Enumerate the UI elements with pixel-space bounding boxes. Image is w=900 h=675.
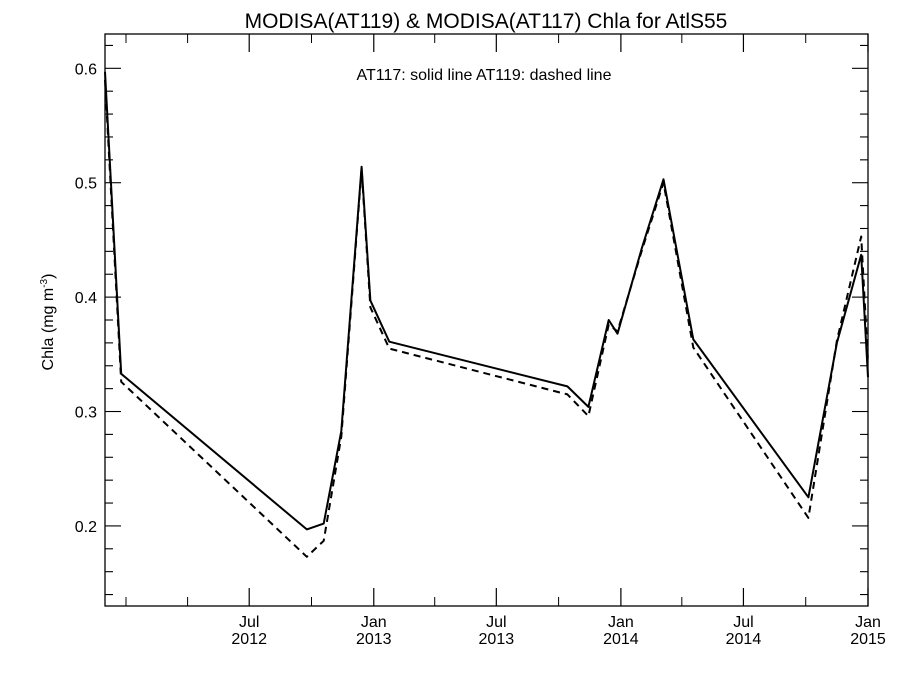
x-tick-label-year: 2015 [850,631,886,648]
series-lines [104,71,869,558]
x-tick-label-year: 2012 [231,631,267,648]
legend-annotation: AT117: solid line AT119: dashed line [357,67,612,84]
x-tick-label-month: Jul [486,614,506,631]
y-tick-label: 0.3 [75,405,97,422]
y-tick-label: 0.6 [75,61,97,78]
x-tick-label-month: Jul [733,614,753,631]
x-tick-label-year: 2013 [479,631,515,648]
y-axis-label-text: Chla (mg m [40,288,57,371]
plot-frame [104,33,869,607]
y-axis-label-superscript: -3 [39,278,50,287]
chart-title: MODISA(AT119) & MODISA(AT117) Chla for A… [245,10,728,33]
x-tick-label-month: Jan [361,614,387,631]
x-tick-label-year: 2014 [726,631,762,648]
y-axis-label-close: ) [40,274,57,279]
x-tick-label-year: 2013 [356,631,392,648]
y-tick-label: 0.4 [75,290,97,307]
x-tick-label-month: Jul [239,614,259,631]
series-line-at119 [104,79,869,558]
y-tick-label: 0.2 [75,519,97,536]
x-tick-label-month: Jan [855,614,881,631]
y-tick-label: 0.5 [75,176,97,193]
x-tick-label-month: Jan [608,614,634,631]
series-line-at117 [104,71,869,531]
x-tick-label-year: 2014 [603,631,639,648]
axis-ticks: Jul2012Jan2013Jul2013Jan2014Jul2014Jan20… [75,34,886,648]
y-axis-label: Chla (mg m-3) [39,274,57,371]
